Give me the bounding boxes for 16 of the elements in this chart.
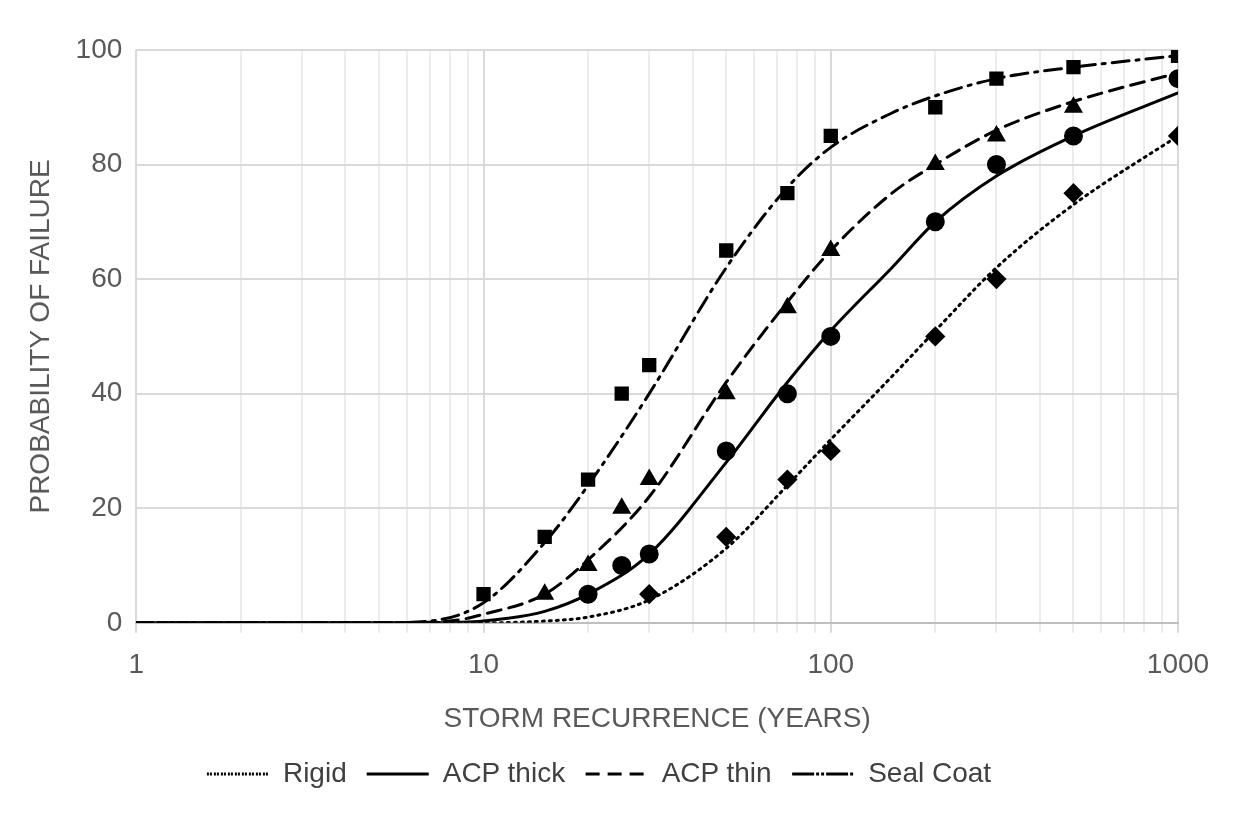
y-tick-label: 80: [91, 147, 123, 179]
y-tick-label: 100: [75, 32, 123, 64]
y-tick-label: 20: [91, 490, 123, 522]
x-tick-label: 1000: [1146, 648, 1210, 680]
legend-label: ACP thin: [661, 756, 772, 788]
x-axis-title: STORM RECURRENCE (YEARS): [443, 701, 871, 733]
x-tick-label: 100: [807, 648, 855, 680]
legend-label: Rigid: [282, 756, 347, 788]
x-tick-label: 10: [467, 648, 500, 680]
y-tick-label: 40: [91, 376, 123, 408]
legend-label: Seal Coat: [868, 756, 992, 788]
y-axis-title: PROBABILITY OF FAILURE: [23, 159, 55, 514]
y-tick-label: 60: [91, 261, 123, 293]
x-tick-label: 1: [128, 648, 145, 680]
legend-label: ACP thick: [442, 756, 567, 788]
y-tick-label: 0: [106, 605, 123, 637]
